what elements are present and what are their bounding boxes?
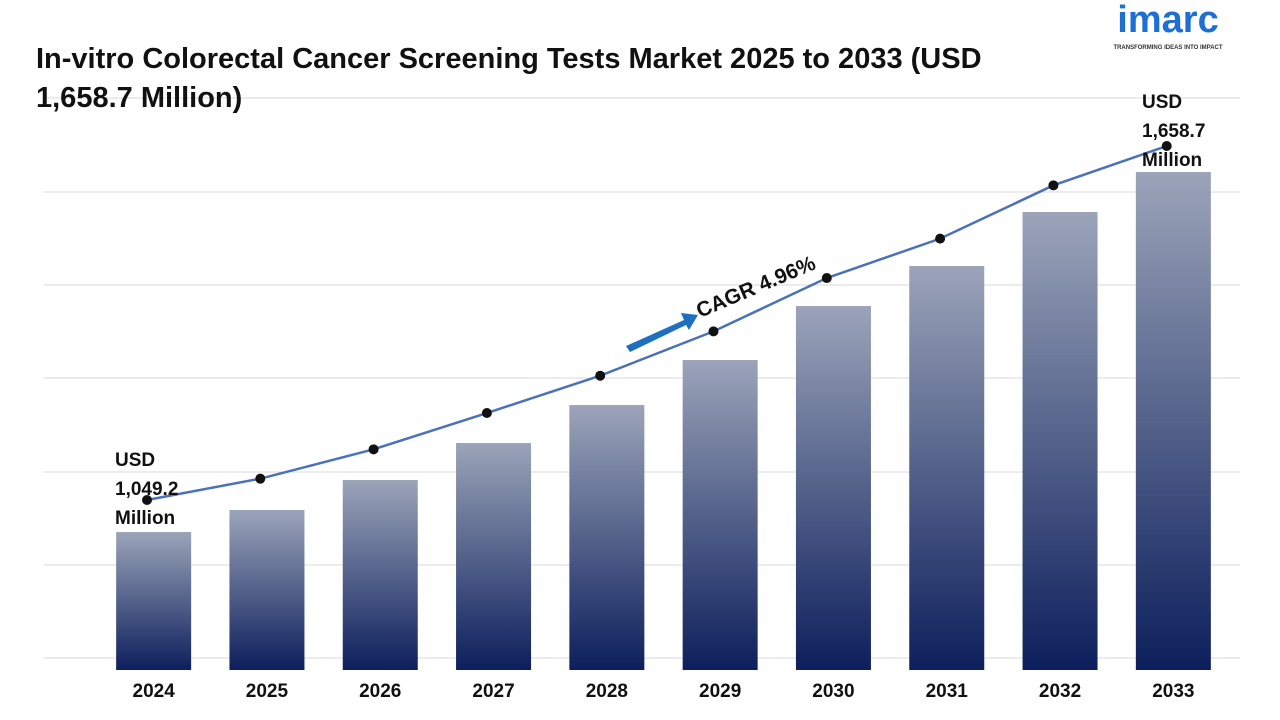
x-tick-label: 2026 xyxy=(359,681,401,702)
x-tick-label: 2029 xyxy=(699,681,741,702)
value-label: USD 1,049.2 Million xyxy=(115,450,178,529)
x-tick-label: 2024 xyxy=(133,681,176,702)
x-tick-label: 2030 xyxy=(812,681,854,702)
trend-dot xyxy=(708,326,719,337)
bar xyxy=(342,479,418,670)
x-tick-label: 2033 xyxy=(1152,681,1194,702)
bar xyxy=(229,509,305,670)
trend-dot xyxy=(368,444,379,455)
bar xyxy=(795,306,871,670)
trend-dot xyxy=(255,473,266,484)
bar xyxy=(1022,211,1098,670)
trend-dot xyxy=(595,370,606,381)
logo-tagline: TRANSFORMING IDEAS INTO IMPACT xyxy=(1113,45,1222,51)
bar xyxy=(116,532,192,670)
trend-line xyxy=(146,144,1168,502)
trend-dot xyxy=(481,408,492,419)
x-tick-label: 2031 xyxy=(926,681,969,702)
x-tick-label: 2027 xyxy=(472,681,514,702)
bar xyxy=(682,360,758,670)
x-tick-label: 2032 xyxy=(1039,681,1081,702)
chart-title: In-vitro Colorectal Cancer Screening Tes… xyxy=(36,43,982,114)
trend-dot xyxy=(935,233,946,244)
value-label: USD 1,658.7 Million xyxy=(1142,92,1205,171)
trend-dot xyxy=(1048,180,1059,191)
bar xyxy=(456,443,532,670)
x-tick-label: 2025 xyxy=(246,681,289,702)
trend-dot xyxy=(821,273,832,284)
bar xyxy=(1135,172,1211,671)
trend-dot xyxy=(1161,141,1172,152)
x-tick-label: 2028 xyxy=(586,681,628,702)
bar xyxy=(569,405,645,670)
cagr-arrow xyxy=(626,313,698,352)
bar xyxy=(909,265,985,670)
logo-name: imarc xyxy=(1117,0,1218,41)
trend-dot xyxy=(142,495,152,506)
